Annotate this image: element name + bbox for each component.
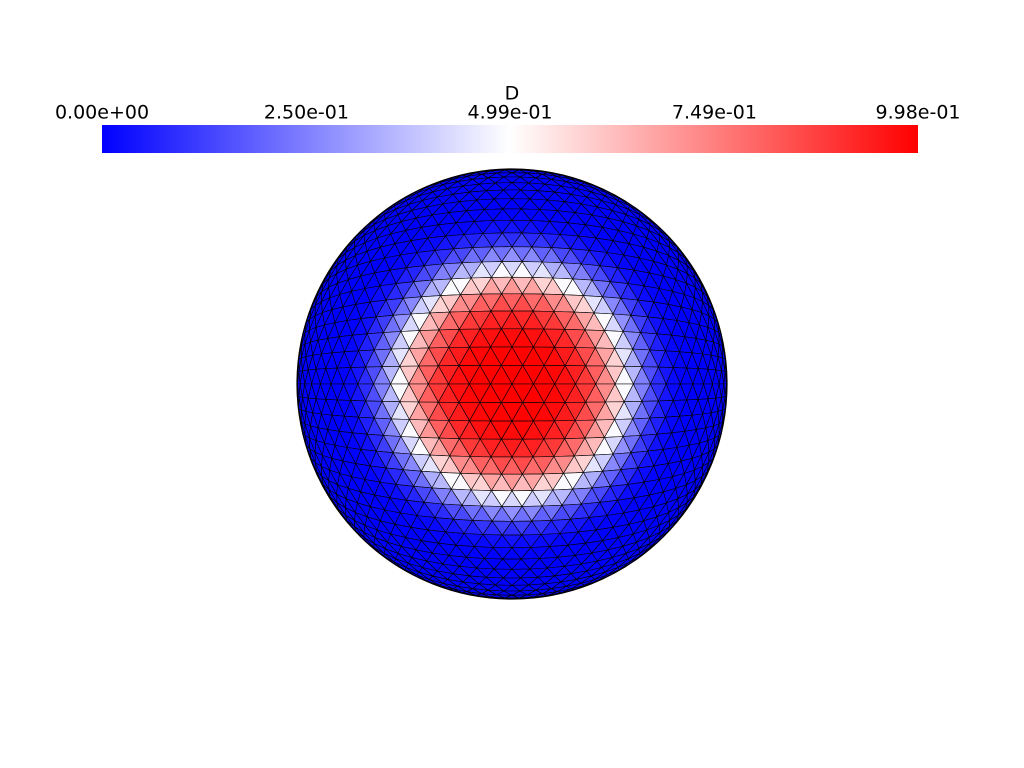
colorbar (102, 125, 918, 153)
colorbar-tick-label: 0.00e+00 (55, 102, 149, 124)
sphere-outline (296, 168, 728, 600)
colorbar-tick-label: 4.99e-01 (467, 102, 552, 124)
colorbar-tick-label: 2.50e-01 (264, 102, 349, 124)
colorbar-title: D (505, 83, 520, 105)
colorbar-tick-label: 7.49e-01 (672, 102, 757, 124)
colorbar-tick-label: 9.98e-01 (875, 102, 960, 124)
sphere-mesh (297, 169, 727, 599)
